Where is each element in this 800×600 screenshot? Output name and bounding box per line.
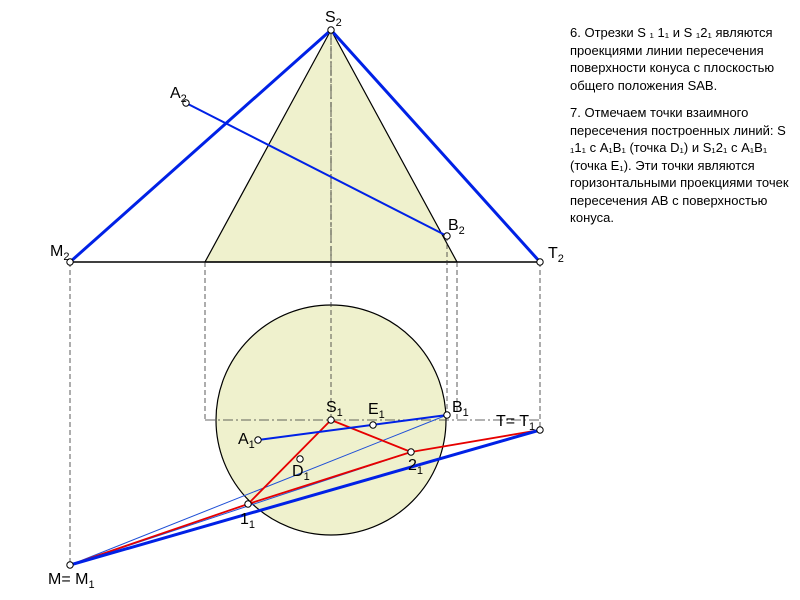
spacer — [570, 94, 790, 104]
point-T2 — [537, 259, 543, 265]
explanation-text: 6. Отрезки S ₁ 1₁ и S ₁2₁ являются проек… — [570, 24, 790, 227]
point-D1 — [297, 456, 303, 462]
label-A2: A2 — [170, 85, 187, 105]
point-P21 — [408, 449, 414, 455]
paragraph-7: 7. Отмечаем точки взаимного пересечения … — [570, 104, 790, 227]
label-S2: S2 — [325, 9, 342, 29]
label-T1: T= T1 — [496, 413, 535, 433]
label-T2: T2 — [548, 245, 564, 265]
label-B2: B2 — [448, 217, 465, 237]
point-T1 — [537, 427, 543, 433]
point-P11 — [245, 501, 251, 507]
diagram-stage: S2A2M2T2B2S1A1B1E1D11121M= M1T= T1 6. От… — [0, 0, 800, 600]
point-A1 — [255, 437, 261, 443]
label-M1: M= M1 — [48, 571, 95, 591]
point-S1 — [328, 417, 334, 423]
paragraph-6: 6. Отрезки S ₁ 1₁ и S ₁2₁ являются проек… — [570, 24, 790, 94]
point-S2 — [328, 27, 334, 33]
point-E1 — [370, 422, 376, 428]
label-B1: B1 — [452, 399, 469, 419]
point-B1 — [444, 412, 450, 418]
point-M1 — [67, 562, 73, 568]
label-M2: M2 — [50, 243, 69, 263]
